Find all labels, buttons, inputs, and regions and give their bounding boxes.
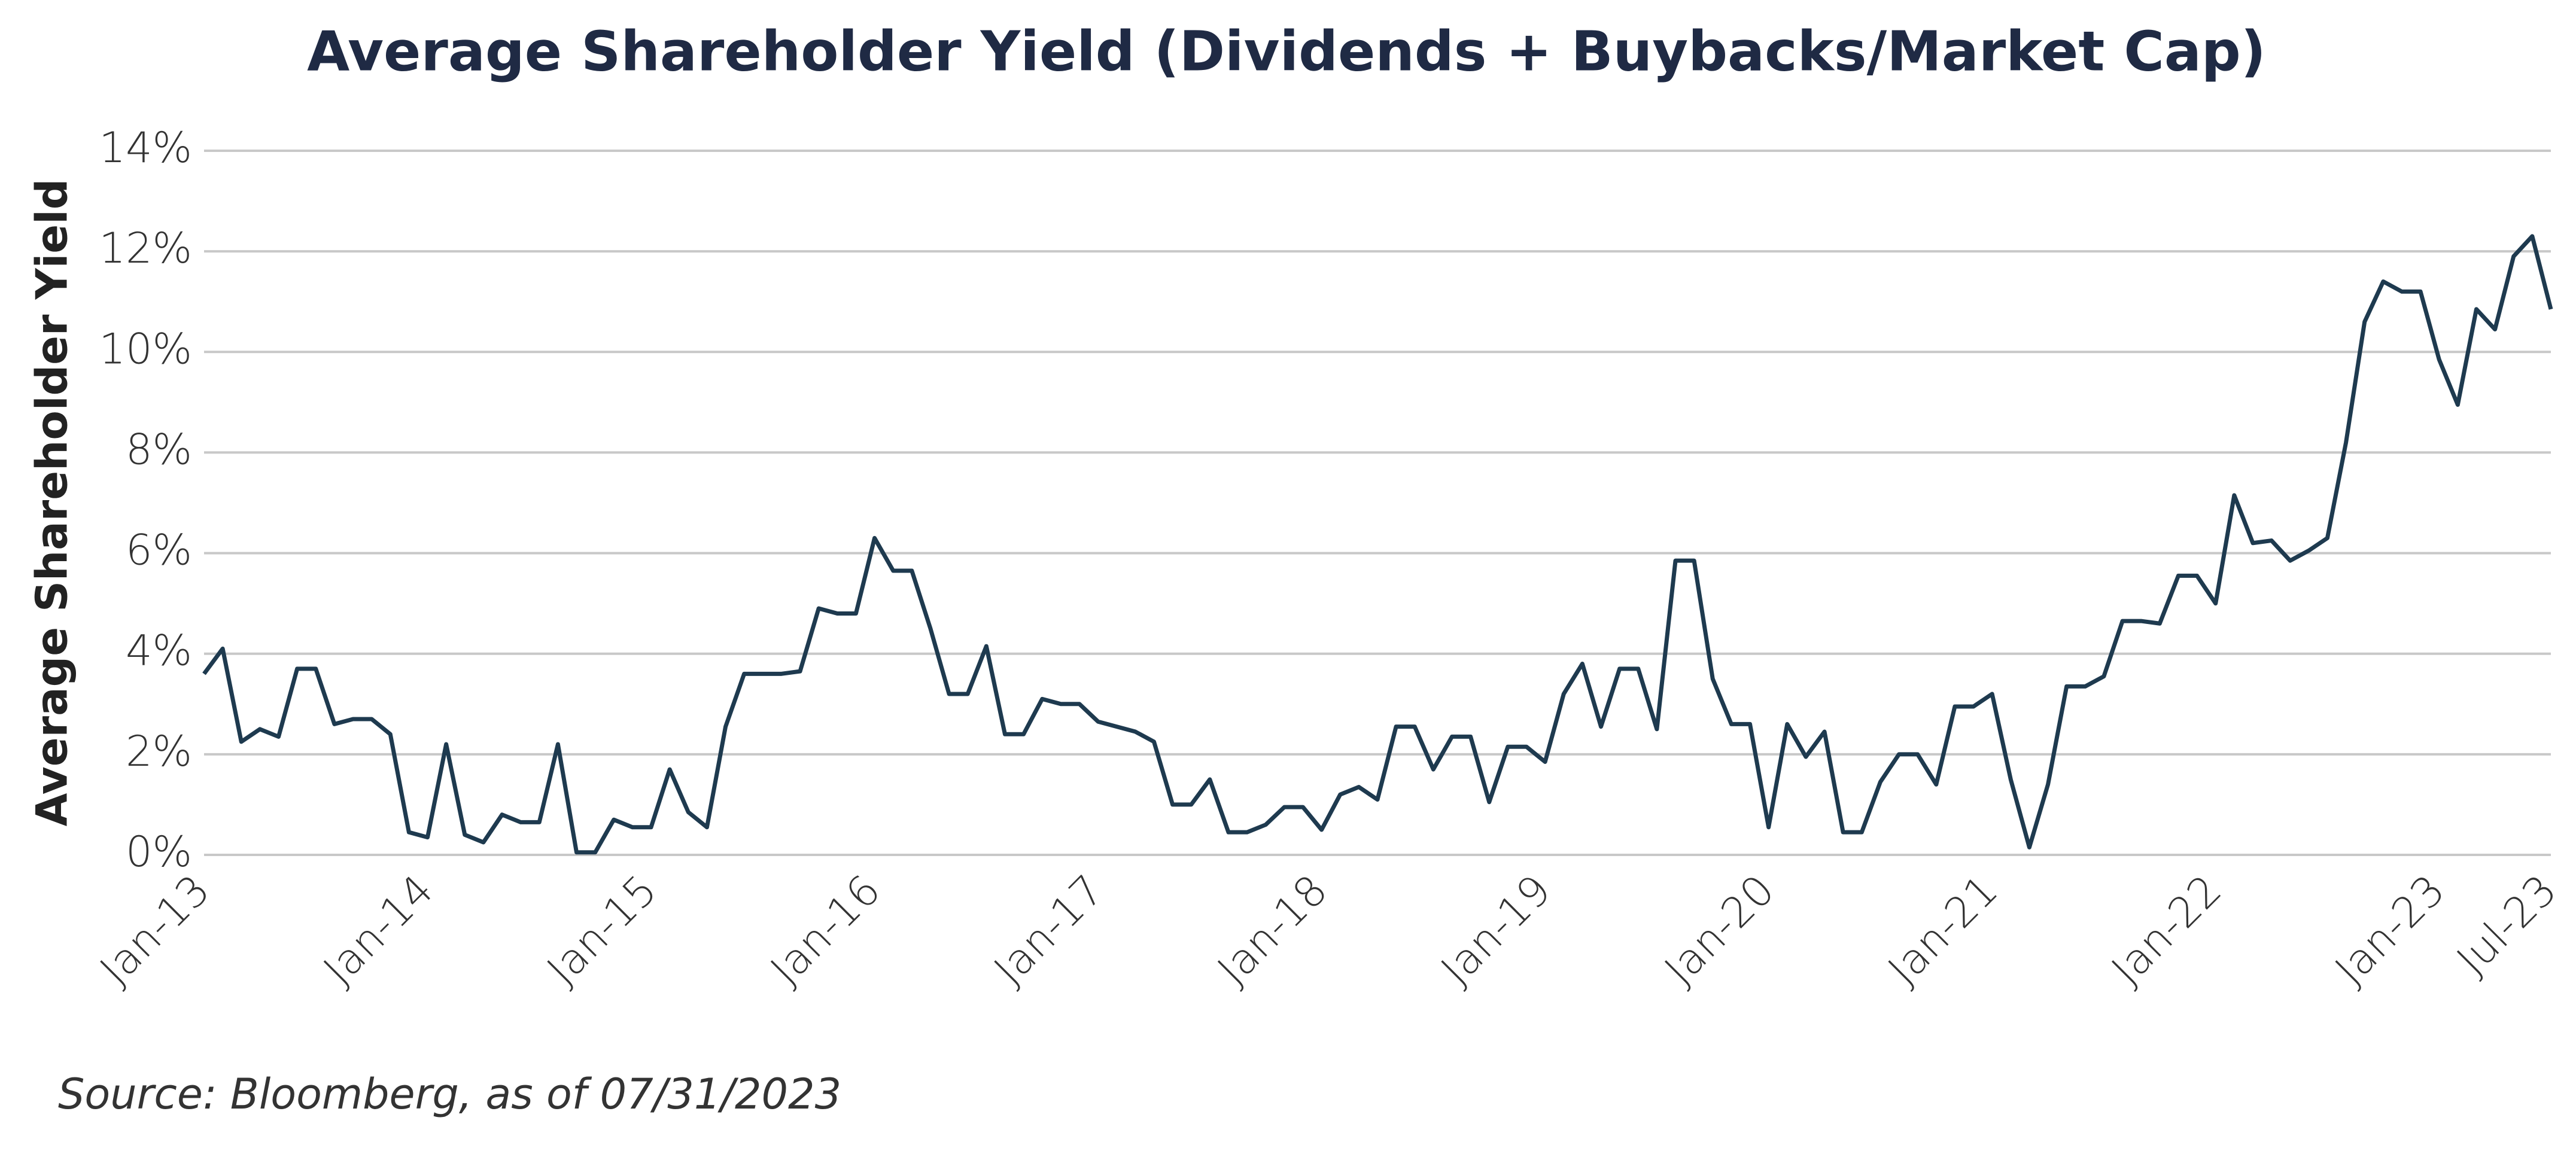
y-tick-label: 10% xyxy=(99,324,192,373)
x-tick-label: Jan-23 xyxy=(2326,865,2455,994)
source-note: Source: Bloomberg, as of 07/31/2023 xyxy=(58,1070,841,1119)
chart-title: Average Shareholder Yield (Dividends + B… xyxy=(307,19,2266,83)
y-tick-label: 4% xyxy=(126,626,192,675)
y-tick-label: 2% xyxy=(126,727,192,776)
x-tick-label: Jan-20 xyxy=(1655,865,1784,994)
x-tick-label: Jan-21 xyxy=(1879,865,2008,994)
y-axis-label: Average Shareholder Yield xyxy=(27,179,77,827)
y-tick-label: 8% xyxy=(126,425,192,474)
y-tick-label: 14% xyxy=(99,123,192,172)
x-tick-label: Jan-14 xyxy=(314,865,443,994)
x-tick-label: Jan-15 xyxy=(537,865,666,994)
x-tick-label: Jul-23 xyxy=(2447,865,2566,984)
y-tick-label: 6% xyxy=(126,526,192,575)
x-tick-label: Jan-22 xyxy=(2102,865,2231,994)
x-tick-label: Jan-19 xyxy=(1431,865,1560,994)
data-line xyxy=(202,234,2553,855)
x-tick-label: Jan-17 xyxy=(984,865,1113,994)
x-tick-label: Jan-13 xyxy=(90,865,219,994)
y-tick-label: 12% xyxy=(99,224,192,273)
y-tick-label: 0% xyxy=(126,827,192,876)
x-tick-label: Jan-16 xyxy=(761,865,890,994)
x-tick-label: Jan-18 xyxy=(1208,865,1337,994)
